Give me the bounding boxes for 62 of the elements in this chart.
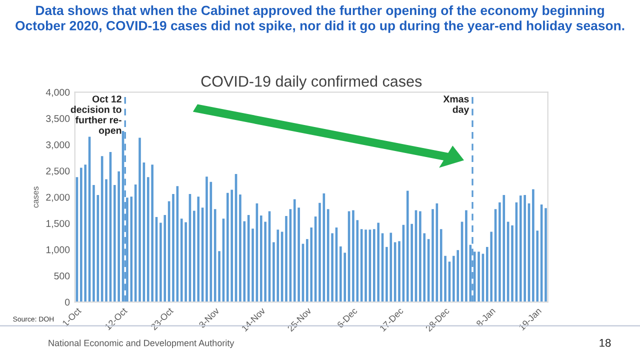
- bar: [218, 251, 220, 302]
- bar: [92, 185, 95, 302]
- bar: [138, 138, 141, 302]
- y-tick-label: 2,500: [46, 168, 70, 176]
- ref-line-label: Oct 12 decision to further re- open: [70, 96, 122, 136]
- bar: [105, 179, 108, 302]
- bar: [293, 199, 296, 302]
- bar: [197, 196, 200, 302]
- bar: [340, 246, 342, 302]
- bar: [239, 194, 242, 302]
- bar: [398, 241, 400, 302]
- y-tick-label: 500: [54, 272, 70, 280]
- chart-subtitle: Data shows that when the Cabinet approved the further opening of the economy beginning October 2020, COVID-19 cases did not spike, nor did it go up during the year-end holiday season.: [16, 5, 624, 33]
- ref-line-label: Xmas day: [443, 96, 470, 115]
- text: 18: [600, 338, 611, 347]
- bar: [364, 230, 367, 302]
- bar: [440, 229, 442, 302]
- bar: [524, 195, 526, 302]
- bar: [519, 196, 522, 302]
- y-tick-label: 3,000: [46, 141, 70, 150]
- bar: [164, 214, 166, 302]
- bar: [511, 225, 514, 302]
- y-tick-label: 1,000: [46, 246, 70, 254]
- bar: [184, 222, 187, 302]
- y-tick-label: 1,500: [46, 220, 70, 228]
- bar: [532, 189, 534, 302]
- bar: [310, 228, 313, 302]
- y-tick-label: 4,000: [46, 88, 70, 97]
- bar: [352, 210, 354, 302]
- y-axis-title: cases: [34, 186, 38, 208]
- bar: [80, 168, 82, 302]
- bar: [406, 190, 409, 302]
- bar: [419, 211, 422, 302]
- bar: [490, 232, 492, 302]
- bar: [465, 210, 468, 302]
- text: National Economic and Development Authority: [48, 340, 234, 348]
- bar: [180, 218, 183, 302]
- chart-title: COVID-19 daily confirmed cases: [201, 76, 422, 90]
- bar: [456, 250, 460, 302]
- bar: [478, 252, 480, 302]
- bar: [276, 230, 280, 302]
- y-tick-label: 2,000: [46, 194, 70, 202]
- bar: [326, 209, 330, 302]
- bar: [118, 171, 120, 302]
- bar: [432, 209, 434, 302]
- bar: [151, 164, 154, 302]
- y-tick-label: 3,500: [46, 115, 70, 124]
- bar: [502, 195, 506, 302]
- bar: [226, 192, 229, 302]
- bar: [252, 228, 254, 302]
- bar: [390, 232, 392, 302]
- bar: [230, 190, 233, 302]
- bar: [377, 222, 380, 302]
- bar: [260, 215, 262, 302]
- bar: [172, 194, 174, 302]
- bar: [544, 208, 547, 302]
- bar: [130, 196, 133, 302]
- bar: [84, 164, 86, 302]
- bar: [285, 216, 288, 302]
- bar: [318, 202, 321, 302]
- bar: [206, 176, 208, 302]
- y-tick-label: 0: [64, 298, 70, 306]
